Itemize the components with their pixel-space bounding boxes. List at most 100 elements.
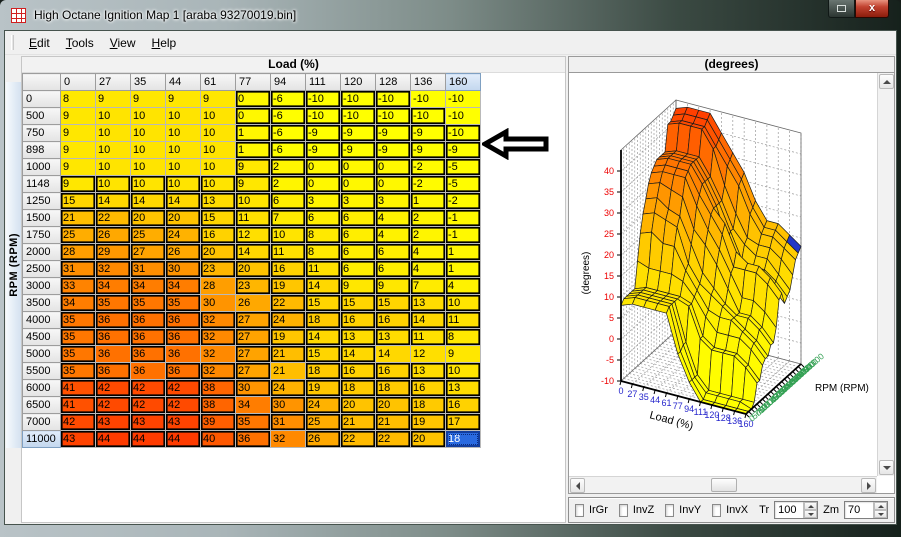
map-cell[interactable]: 32 <box>200 328 236 346</box>
map-cell[interactable]: 0 <box>305 175 341 193</box>
map-cell[interactable]: 6 <box>340 226 376 244</box>
tr-spinner[interactable]: 100 <box>774 501 819 519</box>
map-cell[interactable]: 6 <box>340 260 376 278</box>
map-cell[interactable]: 0 <box>340 158 376 176</box>
map-cell[interactable]: 9 <box>235 175 271 193</box>
map-cell[interactable]: 9 <box>95 90 131 108</box>
map-cell[interactable]: 2 <box>410 226 446 244</box>
map-cell[interactable]: 8 <box>305 243 341 261</box>
map-cell[interactable]: 42 <box>130 379 166 397</box>
map-cell[interactable]: -2 <box>410 158 446 176</box>
map-cell[interactable]: 13 <box>410 362 446 380</box>
map-cell[interactable]: 19 <box>270 328 306 346</box>
map-cell[interactable]: -10 <box>305 90 341 108</box>
map-cell[interactable]: 42 <box>95 379 131 397</box>
vertical-scrollbar[interactable] <box>877 73 894 476</box>
map-cell[interactable]: 16 <box>445 396 481 414</box>
map-cell[interactable]: 16 <box>375 362 411 380</box>
map-cell[interactable]: 32 <box>200 311 236 329</box>
row-header[interactable]: 4000 <box>22 311 61 329</box>
map-cell[interactable]: 17 <box>445 413 481 431</box>
map-cell[interactable]: 9 <box>340 277 376 295</box>
map-cell[interactable]: 14 <box>165 192 201 210</box>
map-cell[interactable]: 1 <box>410 192 446 210</box>
map-cell[interactable]: 22 <box>95 209 131 227</box>
column-header[interactable]: 61 <box>200 73 236 91</box>
map-cell[interactable]: 9 <box>375 277 411 295</box>
map-cell[interactable]: 6 <box>375 243 411 261</box>
map-cell[interactable]: 38 <box>200 396 236 414</box>
map-cell[interactable]: 9 <box>200 90 236 108</box>
map-cell[interactable]: 16 <box>375 311 411 329</box>
map-cell[interactable]: -10 <box>445 124 481 142</box>
map-cell[interactable]: 10 <box>165 175 201 193</box>
map-cell[interactable]: 10 <box>130 107 166 125</box>
map-cell[interactable]: 20 <box>165 209 201 227</box>
map-cell[interactable]: 27 <box>235 362 271 380</box>
map-cell[interactable]: 14 <box>340 345 376 363</box>
map-cell[interactable]: 16 <box>340 362 376 380</box>
map-cell[interactable]: 31 <box>130 260 166 278</box>
column-header[interactable]: 128 <box>375 73 411 91</box>
map-cell[interactable]: 36 <box>95 345 131 363</box>
map-cell[interactable]: 3 <box>375 192 411 210</box>
map-cell[interactable]: 18 <box>305 362 341 380</box>
row-header[interactable]: 1500 <box>22 209 61 227</box>
map-cell[interactable]: 9 <box>165 90 201 108</box>
map-cell[interactable]: 14 <box>410 311 446 329</box>
map-cell[interactable]: 42 <box>95 396 131 414</box>
map-cell[interactable]: -9 <box>375 124 411 142</box>
map-cell[interactable]: 19 <box>270 277 306 295</box>
row-header[interactable]: 6500 <box>22 396 61 414</box>
map-cell[interactable]: 14 <box>375 345 411 363</box>
map-cell[interactable]: 18 <box>340 379 376 397</box>
row-header[interactable]: 4500 <box>22 328 61 346</box>
map-cell[interactable]: 19 <box>410 413 446 431</box>
scroll-down-button[interactable] <box>879 460 894 475</box>
map-cell[interactable]: 43 <box>95 413 131 431</box>
map-cell[interactable]: 8 <box>445 328 481 346</box>
map-cell[interactable]: 9 <box>235 158 271 176</box>
map-cell[interactable]: 36 <box>130 362 166 380</box>
map-cell[interactable]: 13 <box>445 379 481 397</box>
map-cell[interactable]: 13 <box>410 294 446 312</box>
map-cell[interactable]: 36 <box>165 345 201 363</box>
map-cell[interactable]: 24 <box>165 226 201 244</box>
map-cell[interactable]: 11 <box>270 243 306 261</box>
map-cell[interactable]: -10 <box>445 90 481 108</box>
row-header[interactable]: 2500 <box>22 260 61 278</box>
map-cell[interactable]: -10 <box>305 107 341 125</box>
map-cell[interactable]: 42 <box>165 379 201 397</box>
ignition-map-grid[interactable]: 0 27 35 44 61 77 94 111 120 128 136 160 0 8 9 9 9 9 0 -6 -10… <box>22 73 481 448</box>
column-header[interactable]: 0 <box>60 73 96 91</box>
map-cell[interactable]: 8 <box>305 226 341 244</box>
map-cell[interactable]: 9 <box>60 158 96 176</box>
map-cell[interactable]: 11 <box>445 311 481 329</box>
map-cell[interactable]: 4 <box>410 260 446 278</box>
map-cell[interactable]: 20 <box>200 243 236 261</box>
map-cell[interactable]: -9 <box>340 141 376 159</box>
zm-spin-down[interactable] <box>874 510 888 518</box>
map-cell[interactable]: 9 <box>445 345 481 363</box>
map-cell[interactable]: 10 <box>165 124 201 142</box>
checkbox-irgr[interactable] <box>575 503 584 517</box>
map-cell[interactable]: 10 <box>200 175 236 193</box>
map-cell[interactable]: 15 <box>375 294 411 312</box>
column-header[interactable]: 77 <box>235 73 271 91</box>
zm-value[interactable]: 70 <box>848 504 861 516</box>
map-cell[interactable]: 27 <box>235 345 271 363</box>
column-header[interactable]: 120 <box>340 73 376 91</box>
map-cell[interactable]: 24 <box>270 379 306 397</box>
row-header[interactable]: 3500 <box>22 294 61 312</box>
map-cell[interactable]: 44 <box>165 430 201 448</box>
map-cell[interactable]: -9 <box>445 141 481 159</box>
tr-value[interactable]: 100 <box>778 504 797 516</box>
map-cell[interactable]: 29 <box>95 243 131 261</box>
map-cell[interactable]: 2 <box>270 158 306 176</box>
row-header[interactable]: 750 <box>22 124 61 142</box>
map-cell[interactable]: 32 <box>200 345 236 363</box>
row-header[interactable]: 1750 <box>22 226 61 244</box>
map-cell[interactable]: -9 <box>410 124 446 142</box>
map-cell[interactable]: 30 <box>200 294 236 312</box>
map-cell[interactable]: 14 <box>305 277 341 295</box>
